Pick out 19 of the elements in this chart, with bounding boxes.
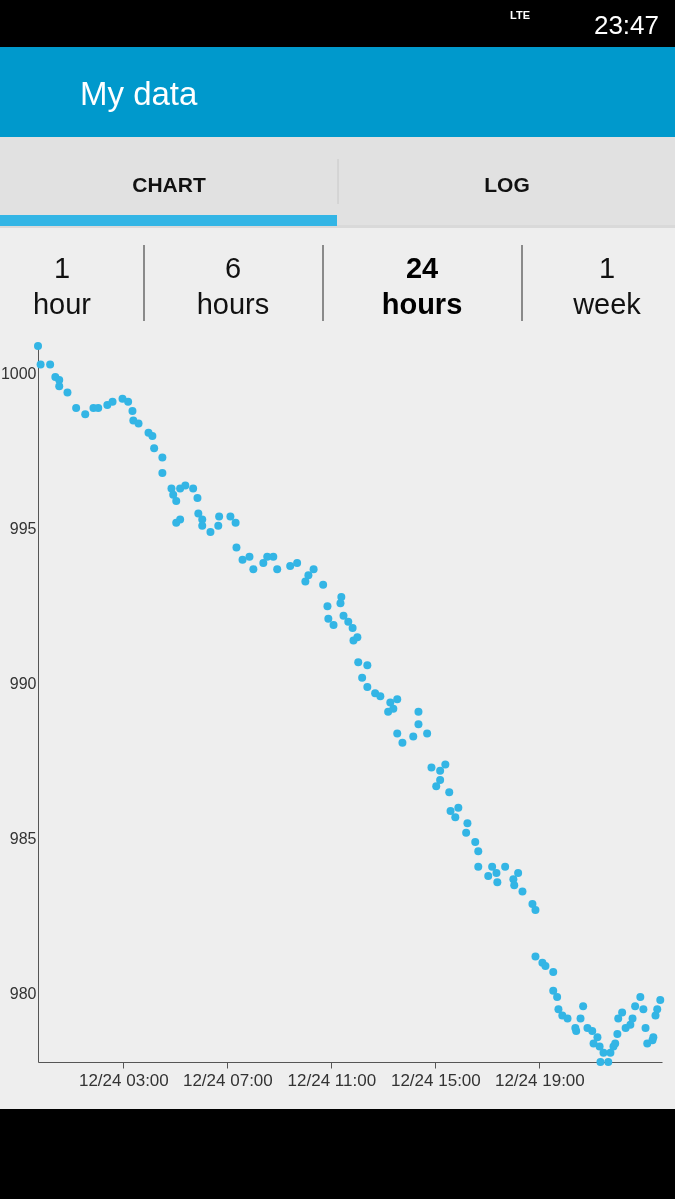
y-tick-label: 980 xyxy=(9,985,37,1003)
text: 24 hours xyxy=(381,252,463,320)
y-tick-label: 1000 xyxy=(0,365,37,383)
text: 1 hour xyxy=(32,252,92,320)
y-tick-label: 985 xyxy=(9,830,37,848)
x-tick-label: 12/24 07:00 xyxy=(182,1070,273,1090)
x-tick-label: 12/24 03:00 xyxy=(78,1070,169,1090)
y-tick-label: 990 xyxy=(9,675,37,693)
x-tick-label: 12/24 11:00 xyxy=(287,1070,377,1090)
chart-title: My data xyxy=(80,75,199,112)
y-tick-label: 995 xyxy=(9,520,37,538)
text: CHART xyxy=(132,173,206,196)
text: LTE xyxy=(510,9,530,21)
text: 6 hours xyxy=(196,252,270,320)
text: 1 week xyxy=(572,252,642,320)
x-tick-label: 12/24 15:00 xyxy=(390,1070,481,1090)
text: 23:47 xyxy=(593,10,659,40)
x-tick-label: 12/24 19:00 xyxy=(494,1070,585,1090)
text: LOG xyxy=(484,173,530,196)
